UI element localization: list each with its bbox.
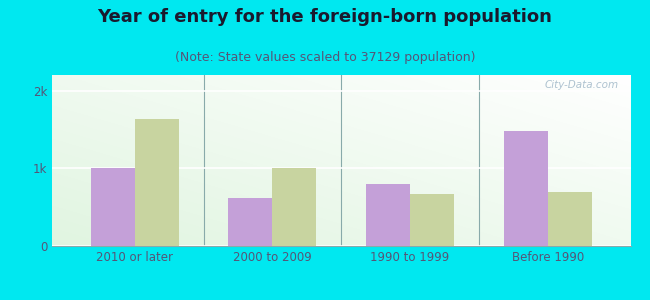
Bar (90, 168, 135, 246)
Bar (548, 192, 592, 246)
Text: Year of entry for the foreign-born population: Year of entry for the foreign-born popul… (98, 8, 552, 26)
Bar (366, 184, 410, 246)
Text: City-Data.com: City-Data.com (545, 80, 619, 90)
Text: (Note: State values scaled to 37129 population): (Note: State values scaled to 37129 popu… (175, 51, 475, 64)
Bar (410, 194, 454, 246)
Bar (228, 198, 272, 246)
Bar (272, 168, 317, 246)
Bar (504, 131, 548, 246)
Bar (135, 118, 179, 246)
